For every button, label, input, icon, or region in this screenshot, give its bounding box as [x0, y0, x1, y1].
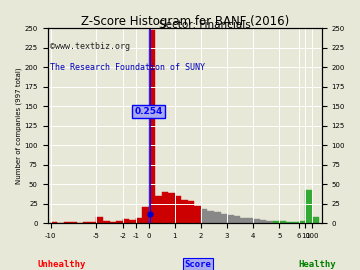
- Text: Healthy: Healthy: [298, 260, 336, 269]
- Bar: [279, 221, 286, 223]
- Bar: [136, 218, 142, 223]
- Bar: [149, 29, 155, 223]
- Bar: [234, 216, 240, 223]
- Bar: [142, 207, 149, 223]
- Bar: [188, 201, 194, 223]
- Bar: [175, 196, 181, 223]
- Bar: [103, 221, 109, 223]
- Bar: [64, 222, 70, 223]
- Bar: [260, 220, 266, 223]
- Text: 0.254: 0.254: [134, 107, 163, 116]
- Bar: [123, 219, 129, 223]
- Bar: [96, 217, 103, 223]
- Bar: [214, 212, 221, 223]
- Bar: [168, 193, 175, 223]
- Bar: [292, 221, 299, 223]
- Bar: [181, 200, 188, 223]
- Bar: [305, 190, 312, 223]
- Bar: [116, 221, 123, 223]
- Bar: [299, 221, 305, 223]
- Bar: [312, 217, 319, 223]
- Text: Unhealthy: Unhealthy: [37, 260, 85, 269]
- Bar: [207, 211, 214, 223]
- Title: Z-Score Histogram for BANF (2016): Z-Score Histogram for BANF (2016): [81, 15, 289, 28]
- Bar: [286, 221, 292, 223]
- Bar: [240, 218, 247, 223]
- Bar: [273, 221, 279, 223]
- Bar: [253, 219, 260, 223]
- Text: Sector: Financials: Sector: Financials: [159, 20, 251, 30]
- Text: ©www.textbiz.org: ©www.textbiz.org: [50, 42, 130, 51]
- Bar: [201, 209, 207, 223]
- Text: The Research Foundation of SUNY: The Research Foundation of SUNY: [50, 63, 205, 72]
- Y-axis label: Number of companies (997 total): Number of companies (997 total): [15, 67, 22, 184]
- Bar: [227, 215, 234, 223]
- Bar: [84, 222, 90, 223]
- Bar: [51, 222, 57, 223]
- Bar: [247, 218, 253, 223]
- Bar: [90, 221, 96, 223]
- Text: Score: Score: [185, 260, 211, 269]
- Bar: [266, 221, 273, 223]
- Bar: [155, 196, 162, 223]
- Bar: [70, 222, 77, 223]
- Bar: [162, 192, 168, 223]
- Bar: [194, 206, 201, 223]
- Bar: [109, 221, 116, 223]
- Bar: [129, 220, 136, 223]
- Bar: [221, 214, 227, 223]
